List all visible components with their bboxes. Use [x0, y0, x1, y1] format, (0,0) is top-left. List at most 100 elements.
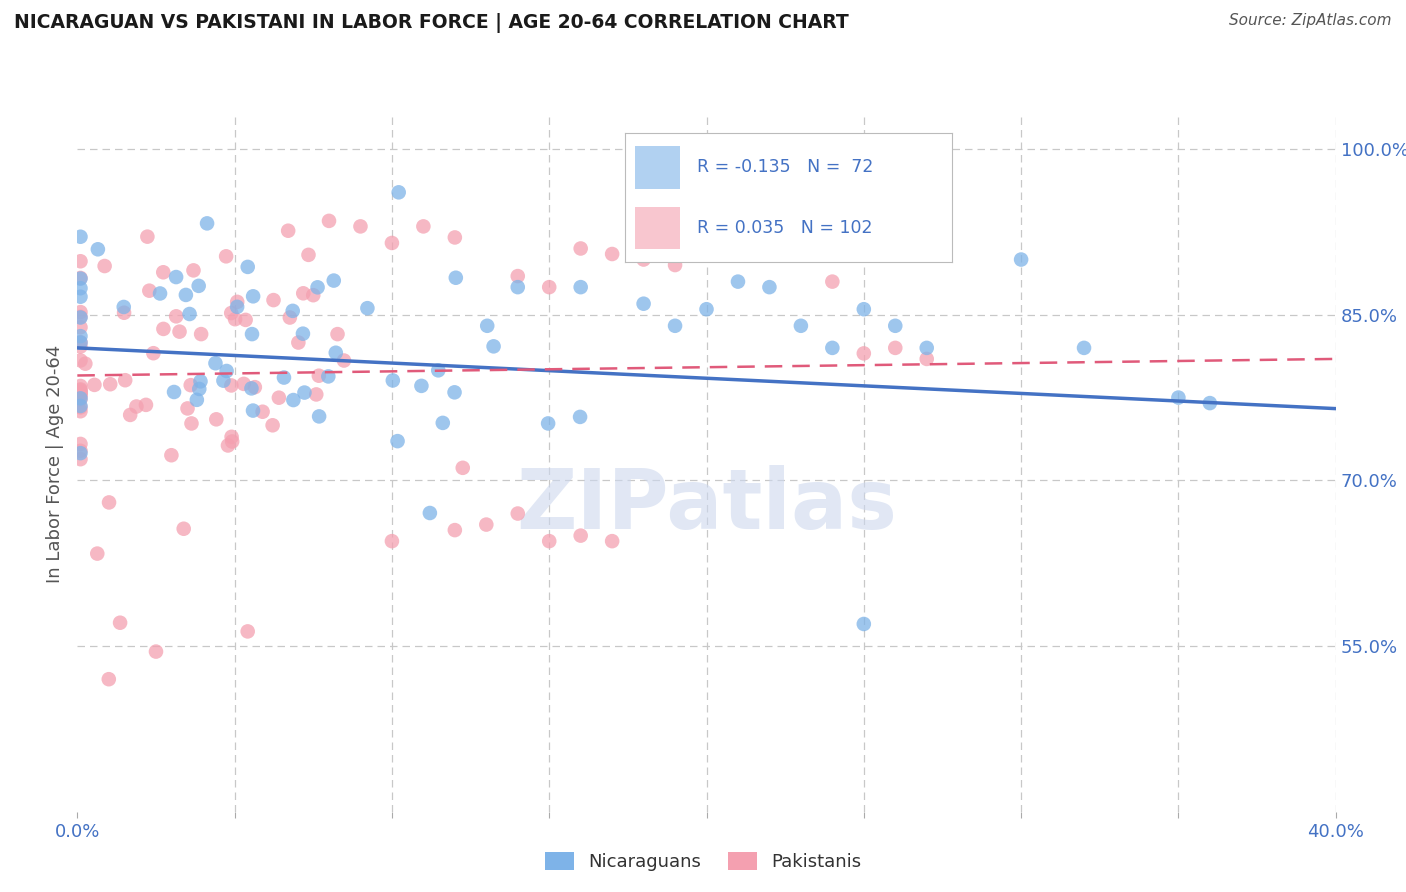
Point	[1167, 391, 1189, 405]
Point	[212, 374, 235, 388]
Point	[221, 434, 243, 449]
Point	[69, 385, 91, 400]
Point	[633, 296, 655, 310]
Point	[444, 270, 467, 285]
Legend: Nicaraguans, Pakistanis: Nicaraguans, Pakistanis	[537, 846, 869, 879]
Text: NICARAGUAN VS PAKISTANI IN LABOR FORCE | AGE 20-64 CORRELATION CHART: NICARAGUAN VS PAKISTANI IN LABOR FORCE |…	[14, 13, 849, 33]
Point	[69, 335, 91, 350]
Point	[242, 289, 264, 303]
Point	[69, 310, 91, 324]
Point	[569, 280, 592, 294]
Point	[477, 318, 499, 333]
Point	[305, 387, 328, 401]
Point	[444, 523, 467, 537]
Point	[1073, 341, 1095, 355]
Point	[482, 339, 505, 353]
Point	[190, 375, 212, 389]
Point	[236, 624, 259, 639]
Point	[69, 320, 91, 334]
Point	[278, 310, 301, 325]
Point	[412, 219, 434, 234]
Point	[283, 392, 305, 407]
Point	[569, 242, 592, 256]
Point	[69, 387, 91, 401]
Point	[221, 430, 243, 444]
Point	[226, 300, 249, 314]
Point	[333, 353, 356, 368]
Point	[120, 408, 142, 422]
Point	[69, 383, 91, 397]
Point	[142, 346, 165, 360]
Point	[83, 377, 105, 392]
Point	[538, 280, 561, 294]
Point	[180, 417, 202, 431]
Point	[294, 385, 316, 400]
Point	[297, 248, 319, 262]
Point	[152, 322, 174, 336]
Point	[326, 327, 349, 342]
Point	[262, 418, 284, 433]
Point	[664, 318, 686, 333]
Point	[69, 404, 91, 418]
Point	[69, 353, 91, 368]
Point	[281, 303, 304, 318]
Point	[165, 270, 187, 285]
Point	[136, 229, 159, 244]
Point	[569, 409, 592, 424]
Point	[758, 280, 780, 294]
Point	[69, 271, 91, 285]
Point	[173, 522, 195, 536]
Point	[69, 443, 91, 458]
Point	[381, 235, 404, 250]
Point	[242, 403, 264, 417]
Point	[381, 534, 404, 549]
Point	[475, 517, 498, 532]
Point	[69, 384, 91, 398]
Point	[112, 300, 135, 314]
Point	[174, 288, 197, 302]
Point	[219, 306, 242, 320]
Point	[165, 310, 187, 324]
Point	[915, 341, 938, 355]
Point	[884, 318, 907, 333]
Point	[69, 384, 91, 399]
Point	[411, 379, 433, 393]
Point	[235, 313, 257, 327]
Point	[243, 380, 266, 394]
Point	[204, 356, 226, 370]
Point	[190, 327, 212, 342]
Point	[69, 310, 91, 325]
Point	[160, 448, 183, 462]
Point	[267, 391, 290, 405]
Point	[727, 275, 749, 289]
Point	[538, 534, 561, 549]
Point	[600, 534, 623, 549]
Point	[1199, 396, 1222, 410]
Point	[176, 401, 198, 416]
Point	[112, 306, 135, 320]
Point	[138, 284, 160, 298]
Point	[664, 258, 686, 272]
Point	[69, 379, 91, 393]
Point	[69, 271, 91, 285]
Point	[69, 399, 91, 413]
Point	[69, 339, 91, 353]
Point	[135, 398, 157, 412]
Point	[381, 374, 404, 388]
Point	[86, 547, 108, 561]
Point	[273, 370, 295, 384]
Point	[852, 302, 875, 317]
Point	[221, 378, 243, 392]
Point	[821, 341, 844, 355]
Point	[69, 437, 91, 451]
Point	[356, 301, 378, 315]
Point	[69, 388, 91, 402]
Point	[287, 335, 309, 350]
Point	[69, 305, 91, 319]
Point	[224, 312, 246, 326]
Point	[318, 214, 340, 228]
Point	[232, 376, 254, 391]
Point	[69, 329, 91, 343]
Point	[205, 412, 228, 426]
Point	[169, 325, 191, 339]
